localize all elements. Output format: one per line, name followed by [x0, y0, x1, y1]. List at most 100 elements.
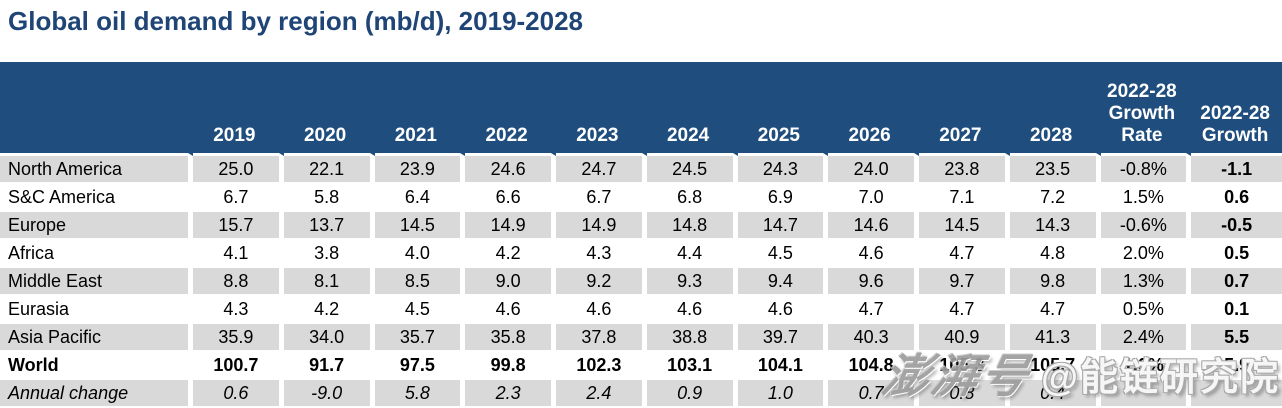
column-header-2027: 2027 — [919, 62, 1010, 156]
value-cell: 4.4 — [646, 240, 738, 268]
header-row: 2019 2020 2021 2022 2023 2024 2025 2026 … — [0, 62, 1282, 156]
row-annual-change: Annual change 0.6 -9.0 5.8 2.3 2.4 0.9 1… — [0, 380, 1282, 408]
value-cell: 102.3 — [556, 352, 647, 380]
row-asia-pacific: Asia Pacific 35.9 34.0 35.7 35.8 37.8 38… — [0, 324, 1282, 352]
value-cell: 14.5 — [919, 212, 1010, 240]
value-cell: 0.5 — [1191, 240, 1282, 268]
region-cell: Annual change — [0, 380, 193, 408]
value-cell: 4.2 — [465, 240, 556, 268]
value-cell: 99.8 — [465, 352, 556, 380]
value-cell: 0.6 — [1191, 184, 1282, 212]
value-cell: 7.1 — [919, 184, 1010, 212]
value-cell: -0.5 — [1191, 212, 1282, 240]
region-cell: Middle East — [0, 268, 193, 296]
value-cell: 4.3 — [193, 296, 284, 324]
value-cell: 4.6 — [465, 296, 556, 324]
value-cell: 4.5 — [374, 296, 466, 324]
column-header-2021: 2021 — [374, 62, 466, 156]
value-cell: 6.8 — [646, 184, 738, 212]
value-cell: 34.0 — [283, 324, 375, 352]
value-cell: 4.1 — [193, 240, 284, 268]
value-cell: 14.6 — [828, 212, 919, 240]
value-cell: 23.8 — [919, 156, 1010, 184]
value-cell: 9.0 — [465, 268, 556, 296]
value-cell: 24.0 — [828, 156, 919, 184]
value-cell: 24.5 — [646, 156, 738, 184]
row-eurasia: Eurasia 4.3 4.2 4.5 4.6 4.6 4.6 4.6 4.7 … — [0, 296, 1282, 324]
value-cell — [1100, 380, 1192, 408]
column-header-2019: 2019 — [193, 62, 284, 156]
value-cell: 91.7 — [283, 352, 375, 380]
value-cell: 9.8 — [1009, 268, 1101, 296]
value-cell: 0.4 — [1009, 380, 1101, 408]
value-cell: 4.7 — [828, 296, 919, 324]
value-cell: 4.6 — [828, 240, 919, 268]
value-cell: 0.7 — [828, 380, 919, 408]
region-cell: Africa — [0, 240, 193, 268]
value-cell: 14.9 — [465, 212, 556, 240]
value-cell: 9.4 — [737, 268, 829, 296]
column-header-2025: 2025 — [737, 62, 829, 156]
value-cell: 1.0% — [1100, 352, 1192, 380]
value-cell: 37.8 — [556, 324, 647, 352]
column-header-2023: 2023 — [556, 62, 647, 156]
row-europe: Europe 15.7 13.7 14.5 14.9 14.9 14.8 14.… — [0, 212, 1282, 240]
region-cell: North America — [0, 156, 193, 184]
value-cell: 9.7 — [919, 268, 1010, 296]
value-cell: 4.6 — [737, 296, 829, 324]
value-cell: 41.3 — [1009, 324, 1101, 352]
column-header-2020: 2020 — [283, 62, 375, 156]
region-cell: Eurasia — [0, 296, 193, 324]
value-cell: 24.3 — [737, 156, 829, 184]
value-cell: 9.6 — [828, 268, 919, 296]
value-cell: 6.7 — [556, 184, 647, 212]
value-cell: 40.9 — [919, 324, 1010, 352]
value-cell: 4.7 — [919, 296, 1010, 324]
value-cell: 8.8 — [193, 268, 284, 296]
value-cell: 1.0 — [737, 380, 829, 408]
value-cell: 6.6 — [465, 184, 556, 212]
column-header-2022: 2022 — [465, 62, 556, 156]
value-cell: 0.8 — [919, 380, 1010, 408]
value-cell: 105.3 — [919, 352, 1010, 380]
value-cell: 4.8 — [1009, 240, 1101, 268]
value-cell: 2.4 — [556, 380, 647, 408]
column-header-growth: 2022-28 Growth — [1191, 62, 1282, 156]
value-cell: 0.5% — [1100, 296, 1192, 324]
value-cell: 40.3 — [828, 324, 919, 352]
column-header-2024: 2024 — [646, 62, 738, 156]
value-cell: 5.8 — [283, 184, 375, 212]
value-cell: 15.7 — [193, 212, 284, 240]
value-cell: 4.0 — [374, 240, 466, 268]
value-cell: 25.0 — [193, 156, 284, 184]
value-cell: 4.3 — [556, 240, 647, 268]
value-cell: 0.6 — [193, 380, 284, 408]
value-cell: 13.7 — [283, 212, 375, 240]
row-world: World 100.7 91.7 97.5 99.8 102.3 103.1 1… — [0, 352, 1282, 380]
value-cell: 100.7 — [193, 352, 284, 380]
value-cell: 104.1 — [737, 352, 829, 380]
value-cell: 6.9 — [737, 184, 829, 212]
row-middle-east: Middle East 8.8 8.1 8.5 9.0 9.2 9.3 9.4 … — [0, 268, 1282, 296]
value-cell: 6.4 — [374, 184, 466, 212]
value-cell: 2.4% — [1100, 324, 1192, 352]
value-cell: 4.6 — [556, 296, 647, 324]
value-cell: 5.9 — [1191, 352, 1282, 380]
value-cell: 23.9 — [374, 156, 466, 184]
value-cell: 5.8 — [374, 380, 466, 408]
row-sc-america: S&C America 6.7 5.8 6.4 6.6 6.7 6.8 6.9 … — [0, 184, 1282, 212]
row-africa: Africa 4.1 3.8 4.0 4.2 4.3 4.4 4.5 4.6 4… — [0, 240, 1282, 268]
value-cell: 22.1 — [283, 156, 375, 184]
value-cell: 0.9 — [646, 380, 738, 408]
page-title: Global oil demand by region (mb/d), 2019… — [8, 6, 584, 36]
column-header-2026: 2026 — [828, 62, 919, 156]
region-cell: World — [0, 352, 193, 380]
value-cell: 14.9 — [556, 212, 647, 240]
value-cell: 4.7 — [1009, 296, 1101, 324]
value-cell: 14.8 — [646, 212, 738, 240]
value-cell: 4.7 — [919, 240, 1010, 268]
value-cell: 1.5% — [1100, 184, 1192, 212]
value-cell: 38.8 — [646, 324, 738, 352]
value-cell: 3.8 — [283, 240, 375, 268]
value-cell: 35.7 — [374, 324, 466, 352]
